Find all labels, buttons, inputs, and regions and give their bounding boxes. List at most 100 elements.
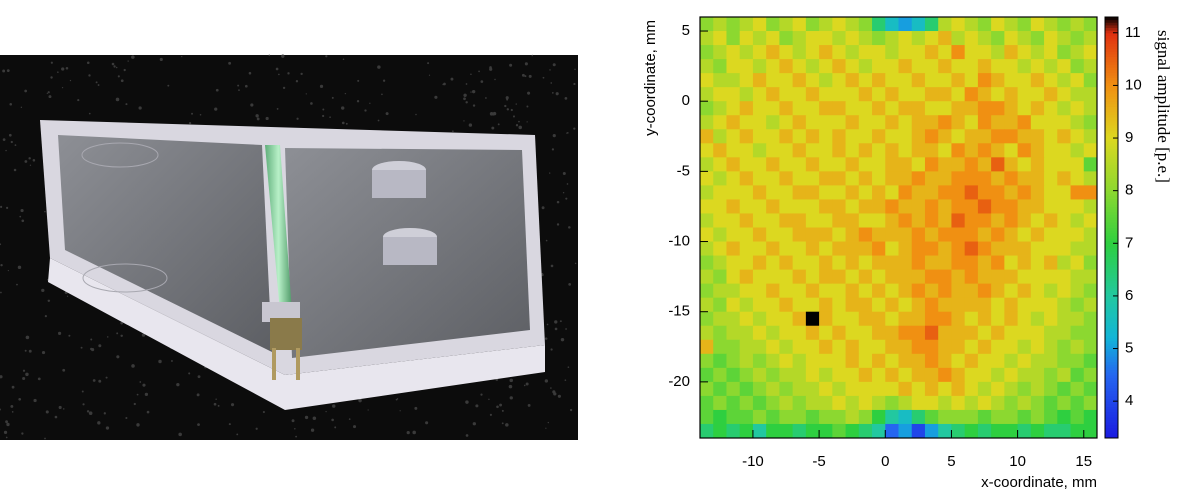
colorbar-segment xyxy=(1105,285,1118,289)
cell xyxy=(752,31,767,46)
cell xyxy=(1083,213,1098,228)
cell xyxy=(977,283,992,299)
cell xyxy=(713,213,727,228)
colorbar-segment xyxy=(1105,298,1118,302)
colorbar-segment xyxy=(1105,411,1118,415)
colorbar-segment xyxy=(1105,251,1118,255)
cell xyxy=(872,115,886,130)
colorbar-segment xyxy=(1105,419,1118,423)
cell xyxy=(991,143,1005,158)
cell xyxy=(858,311,873,327)
cell xyxy=(938,311,952,327)
colorbar-segment xyxy=(1105,32,1118,36)
speckle xyxy=(25,372,29,377)
frame-side xyxy=(48,258,545,410)
cell xyxy=(1083,45,1098,60)
cell xyxy=(991,325,1005,341)
cell xyxy=(1057,171,1071,186)
cell xyxy=(951,143,966,158)
colorbar-segment xyxy=(1105,266,1118,271)
cell xyxy=(1083,31,1098,46)
speckle xyxy=(465,83,468,85)
cell xyxy=(858,45,873,60)
cell xyxy=(872,73,886,88)
cell xyxy=(872,213,886,228)
cell xyxy=(924,115,939,130)
cell xyxy=(752,241,767,256)
cell xyxy=(700,241,714,256)
cell xyxy=(885,227,899,242)
cell xyxy=(832,339,846,355)
cell xyxy=(713,241,727,256)
cell xyxy=(766,395,780,411)
speckle xyxy=(95,81,98,84)
cell xyxy=(739,227,754,242)
speckle xyxy=(489,66,492,69)
colorbar-segment xyxy=(1105,256,1118,260)
cell xyxy=(779,185,794,200)
cell xyxy=(819,129,833,144)
speckle xyxy=(90,338,93,341)
cell xyxy=(832,283,846,299)
cell xyxy=(991,381,1005,397)
cell xyxy=(1030,269,1045,285)
cell xyxy=(713,129,727,144)
speckle xyxy=(238,89,240,92)
colorbar-segment xyxy=(1105,359,1118,363)
cell xyxy=(832,353,846,369)
cell xyxy=(858,213,873,228)
cell xyxy=(938,269,952,285)
speckle xyxy=(230,403,235,407)
colorbar-segment xyxy=(1105,106,1118,110)
cell xyxy=(858,171,873,186)
colorbar-segment xyxy=(1105,82,1118,86)
cell xyxy=(1083,17,1098,32)
cell xyxy=(713,311,727,327)
cell xyxy=(1004,17,1018,32)
colorbar-segment xyxy=(1105,59,1118,63)
cell xyxy=(845,171,860,186)
cell xyxy=(779,143,794,158)
cell xyxy=(752,87,767,102)
cell xyxy=(700,395,714,411)
cell xyxy=(1004,157,1018,172)
cell xyxy=(951,185,966,200)
speckle xyxy=(506,108,510,111)
cell xyxy=(1083,101,1098,116)
cell xyxy=(1030,395,1045,411)
cell xyxy=(832,297,846,313)
cell xyxy=(819,339,833,355)
colorbar-segment xyxy=(1105,309,1118,313)
cell xyxy=(805,129,820,144)
cell xyxy=(805,59,820,74)
cell xyxy=(1017,185,1032,200)
cell xyxy=(752,255,767,270)
speckle xyxy=(106,336,109,338)
cell xyxy=(1017,395,1032,411)
speckle xyxy=(0,263,3,267)
cell xyxy=(700,213,714,228)
cell xyxy=(924,381,939,397)
cell xyxy=(739,171,754,186)
speckle xyxy=(305,93,307,95)
cell xyxy=(951,59,966,74)
cell xyxy=(805,381,820,397)
cell xyxy=(872,87,886,102)
cell xyxy=(766,199,780,214)
speckle xyxy=(468,123,473,127)
cell xyxy=(977,241,992,256)
cell xyxy=(752,367,767,383)
colorbar-segment xyxy=(1105,245,1118,250)
cell xyxy=(700,297,714,313)
speckle xyxy=(7,269,9,272)
cell xyxy=(700,227,714,242)
speckle xyxy=(574,262,577,265)
cell xyxy=(858,269,873,285)
cell xyxy=(1057,101,1071,116)
cell xyxy=(766,255,780,270)
cell xyxy=(898,199,913,214)
speckle xyxy=(452,130,454,133)
cell xyxy=(792,409,807,425)
colorbar-segment xyxy=(1105,151,1118,155)
cell xyxy=(977,185,992,200)
